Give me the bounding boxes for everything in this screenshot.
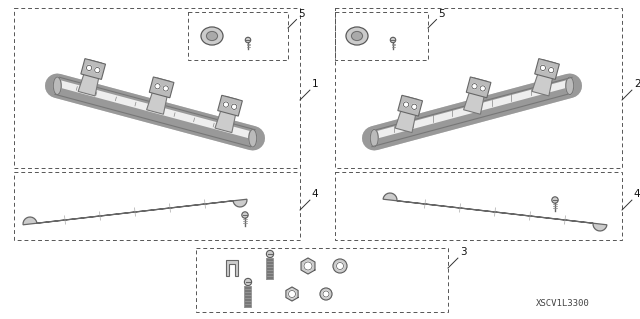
Bar [335,8,622,168]
Circle shape [155,84,160,89]
Polygon shape [226,260,238,276]
Circle shape [244,278,252,286]
Circle shape [472,84,477,89]
Polygon shape [147,78,170,114]
Polygon shape [534,59,559,79]
Bar [335,172,622,240]
Ellipse shape [566,77,573,95]
Circle shape [412,104,417,109]
Circle shape [480,86,485,91]
Polygon shape [286,287,298,301]
Polygon shape [301,258,315,274]
Circle shape [320,288,332,300]
Circle shape [337,263,344,270]
Polygon shape [395,96,419,133]
Bar [14,172,300,240]
Circle shape [95,68,100,73]
Ellipse shape [371,130,378,147]
Ellipse shape [53,77,61,95]
Polygon shape [398,95,422,116]
Circle shape [232,104,237,109]
Text: 5: 5 [298,9,305,19]
Text: 1: 1 [312,79,319,89]
Circle shape [323,291,329,297]
Polygon shape [23,199,247,225]
Circle shape [242,212,248,218]
Circle shape [540,65,545,70]
Text: 2: 2 [634,79,640,89]
Polygon shape [78,60,102,96]
Circle shape [266,250,274,258]
Circle shape [223,102,228,107]
Circle shape [289,291,296,298]
Circle shape [403,102,409,107]
Polygon shape [467,77,491,98]
Polygon shape [218,95,243,116]
Bar [335,12,428,60]
Text: 3: 3 [460,247,467,257]
Bar [14,8,300,168]
Bar [188,12,288,60]
Ellipse shape [201,27,223,45]
Circle shape [86,65,92,70]
Polygon shape [149,77,174,98]
Text: 4: 4 [312,189,319,199]
Bar [196,248,448,312]
Circle shape [552,197,558,203]
Polygon shape [215,96,239,133]
Text: 5: 5 [438,9,445,19]
Polygon shape [532,60,556,96]
Ellipse shape [351,32,362,41]
Ellipse shape [346,27,368,45]
Circle shape [245,37,251,43]
Ellipse shape [249,130,257,147]
Text: XSCV1L3300: XSCV1L3300 [536,299,590,308]
Circle shape [163,86,168,91]
Text: 4: 4 [634,189,640,199]
Polygon shape [463,78,487,114]
Circle shape [304,262,312,270]
Polygon shape [383,193,607,231]
Circle shape [548,68,554,73]
Circle shape [333,259,347,273]
Polygon shape [81,59,106,79]
Circle shape [390,37,396,43]
Ellipse shape [207,32,218,41]
